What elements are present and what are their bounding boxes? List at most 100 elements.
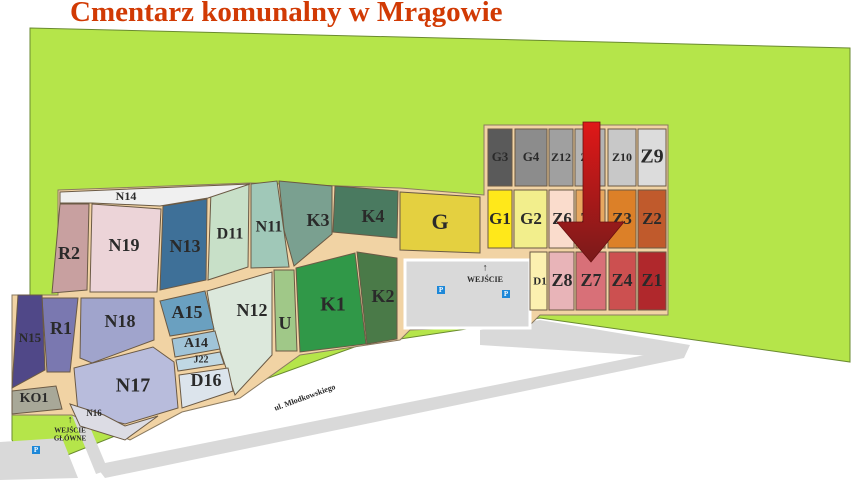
svg-text:P: P bbox=[439, 286, 444, 294]
section-n14[interactable]: N14 bbox=[59, 183, 251, 207]
section-a14[interactable]: A14 bbox=[171, 330, 221, 358]
section-z3[interactable]: Z3 bbox=[607, 189, 637, 249]
section-z10[interactable]: Z10 bbox=[607, 128, 637, 187]
section-label: N16 bbox=[86, 408, 102, 418]
section-shape[interactable] bbox=[637, 251, 667, 311]
section-label: N13 bbox=[170, 236, 201, 256]
section-shape[interactable] bbox=[171, 330, 221, 358]
section-shape[interactable] bbox=[295, 252, 367, 353]
section-shape[interactable] bbox=[637, 128, 667, 187]
section-shape[interactable] bbox=[89, 203, 162, 293]
section-label: Z2 bbox=[642, 209, 662, 228]
section-g[interactable]: G bbox=[399, 191, 481, 254]
section-label: K3 bbox=[306, 210, 329, 230]
section-shape[interactable] bbox=[548, 251, 575, 311]
section-shape[interactable] bbox=[51, 203, 90, 294]
section-label: N11 bbox=[256, 219, 283, 236]
section-r2[interactable]: R2 bbox=[51, 203, 90, 294]
section-n15[interactable]: N15 bbox=[11, 294, 46, 389]
section-shape[interactable] bbox=[399, 191, 481, 254]
section-label: Z10 bbox=[612, 150, 632, 164]
section-label: K1 bbox=[320, 294, 346, 316]
section-z7[interactable]: Z7 bbox=[575, 251, 607, 311]
main-entrance-arrow-icon: ↑ bbox=[68, 414, 73, 425]
section-n19[interactable]: N19 bbox=[89, 203, 162, 293]
section-label: KO1 bbox=[20, 391, 49, 406]
section-label: D11 bbox=[217, 226, 244, 243]
section-k2[interactable]: K2 bbox=[356, 251, 398, 345]
section-a15[interactable]: A15 bbox=[159, 290, 215, 337]
section-z8[interactable]: Z8 bbox=[548, 251, 575, 311]
section-g1[interactable]: G1 bbox=[487, 189, 513, 249]
section-label: G3 bbox=[492, 149, 509, 164]
section-shape[interactable] bbox=[487, 128, 513, 187]
section-shape[interactable] bbox=[175, 351, 225, 372]
section-shape[interactable] bbox=[529, 251, 548, 311]
section-shape[interactable] bbox=[11, 294, 46, 389]
section-z6[interactable]: Z6 bbox=[548, 189, 575, 249]
section-shape[interactable] bbox=[41, 297, 79, 373]
section-n16[interactable]: N16 bbox=[69, 403, 159, 441]
section-label: Z7 bbox=[580, 270, 601, 290]
section-shape[interactable] bbox=[513, 189, 548, 249]
section-shape[interactable] bbox=[69, 403, 159, 441]
section-label: N15 bbox=[19, 330, 42, 345]
section-shape[interactable] bbox=[487, 189, 513, 249]
section-label: D16 bbox=[191, 370, 222, 390]
section-shape[interactable] bbox=[273, 269, 298, 352]
section-shape[interactable] bbox=[178, 367, 234, 409]
section-n18[interactable]: N18 bbox=[79, 297, 155, 364]
section-z1[interactable]: Z1 bbox=[637, 251, 667, 311]
section-shape[interactable] bbox=[548, 128, 574, 187]
section-k1[interactable]: K1 bbox=[295, 252, 367, 353]
section-shape[interactable] bbox=[637, 189, 667, 249]
section-j22[interactable]: J22 bbox=[175, 351, 225, 372]
section-label: N18 bbox=[105, 311, 136, 331]
street-label: ul. Młodkowskiego bbox=[273, 382, 337, 413]
section-shape[interactable] bbox=[59, 183, 251, 207]
parking-area-entrance bbox=[403, 258, 532, 330]
section-label: D1 bbox=[533, 276, 546, 288]
section-z4[interactable]: Z4 bbox=[608, 251, 637, 311]
main-entrance-label-1: WEJŚCIE bbox=[54, 427, 86, 435]
section-g4[interactable]: G4 bbox=[514, 128, 548, 187]
section-d1[interactable]: D1 bbox=[529, 251, 548, 311]
section-d16[interactable]: D16 bbox=[178, 367, 234, 409]
section-z2[interactable]: Z2 bbox=[637, 189, 667, 249]
section-shape[interactable] bbox=[332, 185, 399, 239]
section-r1[interactable]: R1 bbox=[41, 297, 79, 373]
section-shape[interactable] bbox=[607, 128, 637, 187]
parking-icon: P bbox=[502, 290, 510, 298]
section-u[interactable]: U bbox=[273, 269, 298, 352]
section-label: Z12 bbox=[551, 150, 571, 164]
svg-text:P: P bbox=[504, 290, 509, 298]
section-n13[interactable]: N13 bbox=[159, 198, 208, 291]
section-k4[interactable]: K4 bbox=[332, 185, 399, 239]
section-g2[interactable]: G2 bbox=[513, 189, 548, 249]
section-shape[interactable] bbox=[159, 198, 208, 291]
section-label: J22 bbox=[194, 354, 209, 365]
entrance-arrow-icon: ↑ bbox=[483, 262, 488, 273]
section-shape[interactable] bbox=[514, 128, 548, 187]
section-d11[interactable]: D11 bbox=[207, 183, 250, 281]
section-shape[interactable] bbox=[356, 251, 398, 345]
section-shape[interactable] bbox=[608, 251, 637, 311]
section-label: A15 bbox=[172, 302, 203, 322]
entrance-label: WEJŚCIE bbox=[467, 274, 503, 284]
section-shape[interactable] bbox=[11, 385, 63, 415]
map-title: Cmentarz komunalny w Mrągowie bbox=[70, 0, 503, 28]
section-shape[interactable] bbox=[159, 290, 215, 337]
svg-text:P: P bbox=[34, 446, 39, 454]
section-label: A14 bbox=[184, 336, 208, 351]
section-ko1[interactable]: KO1 bbox=[11, 385, 63, 415]
section-z12[interactable]: Z12 bbox=[548, 128, 574, 187]
section-n11[interactable]: N11 bbox=[250, 180, 290, 269]
section-n17[interactable]: N17 bbox=[73, 346, 179, 425]
section-label: N19 bbox=[109, 235, 140, 255]
section-shape[interactable] bbox=[79, 297, 155, 364]
section-n12[interactable]: N12 bbox=[206, 271, 273, 396]
section-g3[interactable]: G3 bbox=[487, 128, 513, 187]
section-z9[interactable]: Z9 bbox=[637, 128, 667, 187]
section-shape[interactable] bbox=[250, 180, 290, 269]
section-label: Z9 bbox=[640, 146, 663, 168]
